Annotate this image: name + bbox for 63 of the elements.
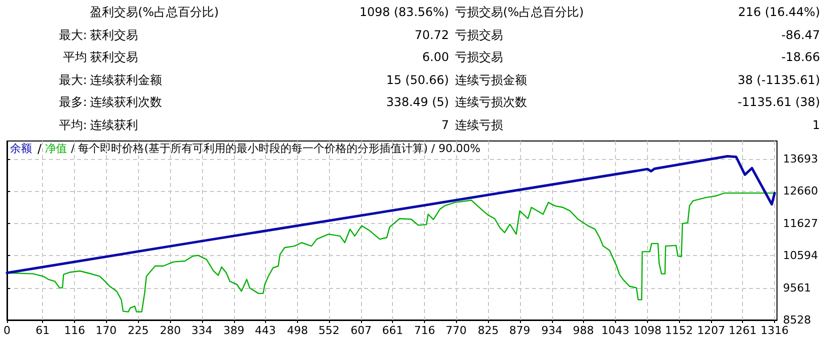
x-tick-label: 879 [509,324,530,337]
text: 净值 [45,142,67,155]
x-tick-label: 552 [318,324,340,337]
text: -86.47 [781,28,820,42]
x-tick-label: 389 [223,324,244,337]
y-tick-label: 8528 [783,314,811,326]
text: 亏损交易 [455,28,503,42]
x-tick-label: 607 [350,324,372,337]
text: 15 (50.66) [386,73,449,87]
text: 最多: [58,95,87,109]
text: 7 [441,118,449,132]
x-tick-label: 1207 [697,324,726,337]
x-tick-label: 61 [36,324,50,337]
text: 216 (16.44%) [738,5,820,19]
text: 338.49 (5) [386,95,449,109]
x-tick-label: 334 [191,324,212,337]
x-tick-label: 1043 [601,324,630,337]
text: 1098 (83.56%) [360,5,449,19]
text: 亏损交易(%占总百分比) [455,5,584,19]
text: 38 (-1135.61) [738,73,820,87]
text: 连续获利次数 [90,95,162,109]
x-tick-label: 116 [64,324,86,337]
text: 最大: [58,73,87,87]
x-tick-label: 225 [128,324,149,337]
x-tick-label: 825 [478,324,499,337]
x-tick-label: 1261 [728,324,757,337]
text: 亏损交易 [455,50,503,64]
x-tick-label: 280 [160,324,181,337]
text: 连续获利金额 [90,73,162,87]
y-tick-label: 9561 [783,281,811,294]
text: 1 [812,118,820,132]
text: 平均 [63,50,87,64]
text: 最大: [58,28,87,42]
x-tick-label: 770 [446,324,467,337]
x-tick-label: 988 [572,324,594,337]
x-tick-label: 661 [382,324,404,337]
x-tick-label: 1316 [760,324,789,337]
text: 盈利交易(%占总百分比) [90,5,219,19]
text: 获利交易 [90,50,138,64]
x-tick-label: 0 [4,324,10,337]
y-tick-label: 10594 [783,249,818,262]
line-series [6,155,776,274]
text: 连续亏损 [455,118,503,132]
x-tick-label: 443 [254,324,276,337]
text: 6.00 [422,50,449,64]
x-tick-label: 716 [414,324,436,337]
y-tick-label: 12660 [783,184,818,198]
x-tick-label: 1098 [634,324,662,337]
text: 70.72 [414,28,449,42]
text: -1135.61 (38) [738,95,820,109]
text: 余额 [10,142,32,155]
x-tick-label: 1152 [665,324,693,337]
x-tick-label: 170 [96,324,117,337]
text: 连续亏损金额 [455,73,527,87]
text: 连续亏损次数 [455,95,527,109]
text: 平均: [58,118,87,132]
y-tick-label: 13693 [783,152,818,166]
text: 连续获利 [90,118,138,132]
text: 获利交易 [90,28,138,42]
x-tick-label: 934 [541,324,562,337]
x-tick-label: 498 [287,324,308,337]
y-tick-label: 11627 [783,216,818,230]
text: -18.66 [781,50,820,64]
